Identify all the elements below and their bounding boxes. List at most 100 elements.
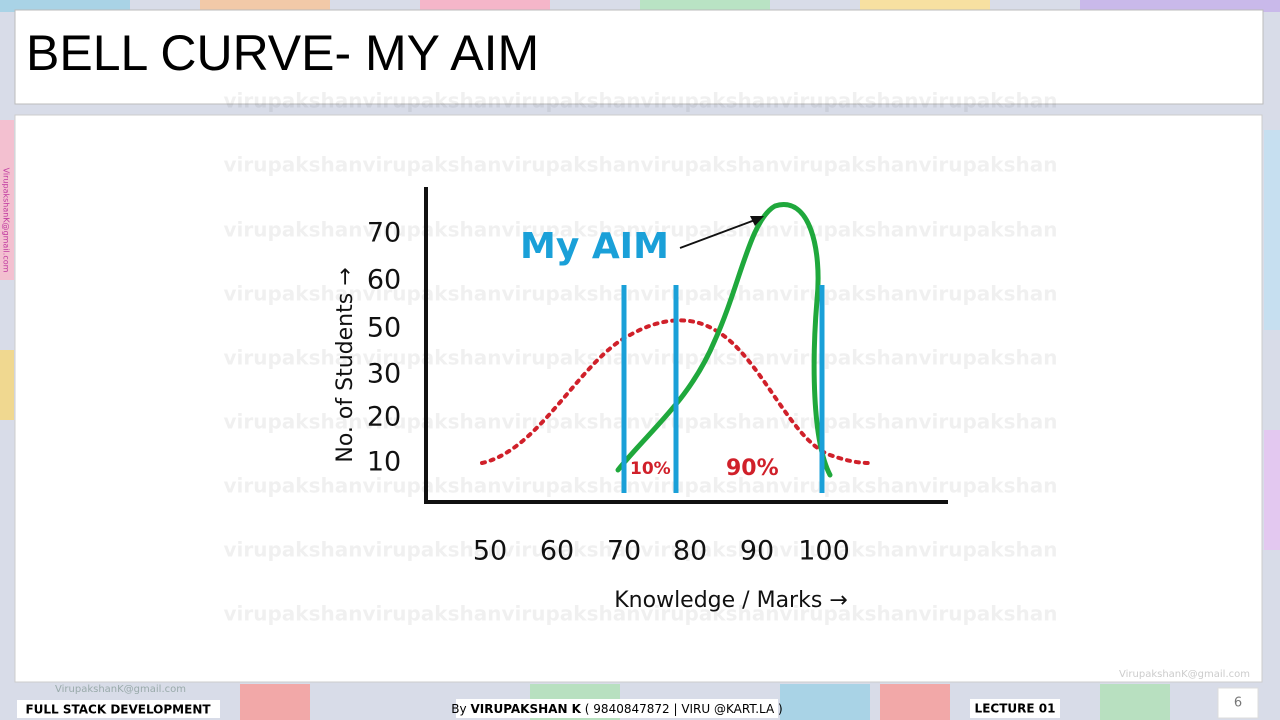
watermark: virupakshan (363, 218, 502, 242)
watermark: virupakshan (780, 153, 919, 177)
chart: My AIM 10% 90% No. of Students → Knowled… (333, 187, 948, 613)
watermark: virupakshan (780, 346, 919, 370)
watermark: virupakshan (641, 538, 780, 562)
watermark: virupakshan (502, 346, 641, 370)
bell-curve (480, 318, 874, 465)
watermark: virupakshan (780, 282, 919, 306)
watermark: virupakshan (780, 89, 919, 113)
contact: ( 9840847872 | VIRU @KART.LA ) (585, 702, 783, 716)
annotation: My AIM (520, 226, 669, 267)
tile (880, 684, 950, 720)
watermark: virupakshan (641, 602, 780, 626)
watermark: virupakshan (919, 474, 1058, 498)
x-tick-label: 80 (673, 536, 707, 567)
y-tick-label: 10 (367, 447, 401, 478)
watermark: virupakshan (919, 602, 1058, 626)
corner-email: VirupakshanK@gmail.com (1119, 669, 1250, 680)
arrow-head (750, 216, 764, 226)
watermark: virupakshan (641, 474, 780, 498)
y-axis-label: No. of Students → (333, 267, 358, 462)
lecture-box (970, 699, 1060, 718)
watermark: virupakshan (641, 282, 780, 306)
watermark: virupakshan (224, 153, 363, 177)
x-tick-label: 90 (740, 536, 774, 567)
x-tick-label: 70 (607, 536, 641, 567)
watermark: virupakshan (641, 89, 780, 113)
content-panel (14, 114, 1263, 683)
x-tick-label: 50 (473, 536, 507, 567)
tile (420, 0, 550, 12)
tile (1264, 130, 1280, 330)
course-label: FULL STACK DEVELOPMENT (25, 703, 211, 717)
watermark: virupakshan (224, 89, 363, 113)
title-panel (14, 9, 1264, 105)
by-text: By (451, 702, 466, 716)
watermark: virupakshan (224, 410, 363, 434)
watermark: virupakshan (780, 410, 919, 434)
watermark: virupakshan (919, 538, 1058, 562)
watermark: virupakshan (919, 89, 1058, 113)
tile (1080, 0, 1280, 12)
watermark: virupakshan (502, 218, 641, 242)
watermark: virupakshan (919, 218, 1058, 242)
tile (860, 0, 990, 12)
watermark: virupakshan (919, 346, 1058, 370)
tile (1100, 684, 1170, 720)
watermark: virupakshan (780, 538, 919, 562)
watermark: virupakshan (363, 602, 502, 626)
watermark: virupakshan (502, 282, 641, 306)
watermark: virupakshan (224, 474, 363, 498)
percent-label: 10% (630, 459, 671, 479)
watermark: virupakshan (641, 153, 780, 177)
tile (200, 0, 330, 12)
percent-label: 90% (726, 456, 779, 481)
page-box (1217, 687, 1259, 719)
y-tick-label: 60 (367, 265, 401, 296)
watermark: virupakshan (224, 602, 363, 626)
y-tick-label: 20 (367, 402, 401, 433)
watermark: virupakshan (780, 474, 919, 498)
footer-email: VirupakshanK@gmail.com (55, 684, 186, 695)
watermark: virupakshan (363, 346, 502, 370)
watermark: virupakshan (502, 410, 641, 434)
author-line: By VIRUPAKSHAN K ( 9840847872 | VIRU @KA… (451, 702, 782, 716)
watermark: virupakshan (363, 474, 502, 498)
watermark: virupakshan (224, 538, 363, 562)
watermark: virupakshan (919, 153, 1058, 177)
course-box (17, 700, 220, 718)
author-name: VIRUPAKSHAN K (470, 702, 581, 716)
watermark: virupakshan (224, 218, 363, 242)
watermarks: virupakshan virupakshan virupakshan virupak… (224, 89, 1058, 626)
watermark: virupakshan (502, 89, 641, 113)
lecture-label: LECTURE 01 (975, 702, 1056, 716)
tile (0, 350, 14, 420)
watermark: virupakshan (363, 89, 502, 113)
tile (0, 0, 130, 12)
tile (240, 684, 310, 720)
watermark: virupakshan (363, 538, 502, 562)
watermark: virupakshan (502, 474, 641, 498)
y-tick-label: 30 (367, 359, 401, 390)
watermark: virupakshan (363, 410, 502, 434)
slide-title: BELL CURVE- MY AIM (26, 25, 539, 81)
x-tick-label: 100 (798, 536, 850, 567)
aim-curve (615, 202, 833, 478)
x-tick-label: 60 (540, 536, 574, 567)
watermark: virupakshan (363, 153, 502, 177)
watermark: virupakshan (502, 602, 641, 626)
tick-labels: 70 60 50 30 20 10 50 60 70 80 90 100 (367, 218, 850, 567)
tile (640, 0, 770, 12)
watermark: virupakshan (919, 282, 1058, 306)
arrow (679, 219, 756, 249)
tile (0, 120, 14, 280)
watermark: virupakshan (919, 410, 1058, 434)
tile (780, 684, 870, 720)
tile (1264, 430, 1280, 550)
y-tick-label: 70 (367, 218, 401, 249)
watermark: virupakshan (502, 538, 641, 562)
watermark: virupakshan (224, 282, 363, 306)
watermark: virupakshan (363, 282, 502, 306)
watermark: virupakshan (502, 153, 641, 177)
